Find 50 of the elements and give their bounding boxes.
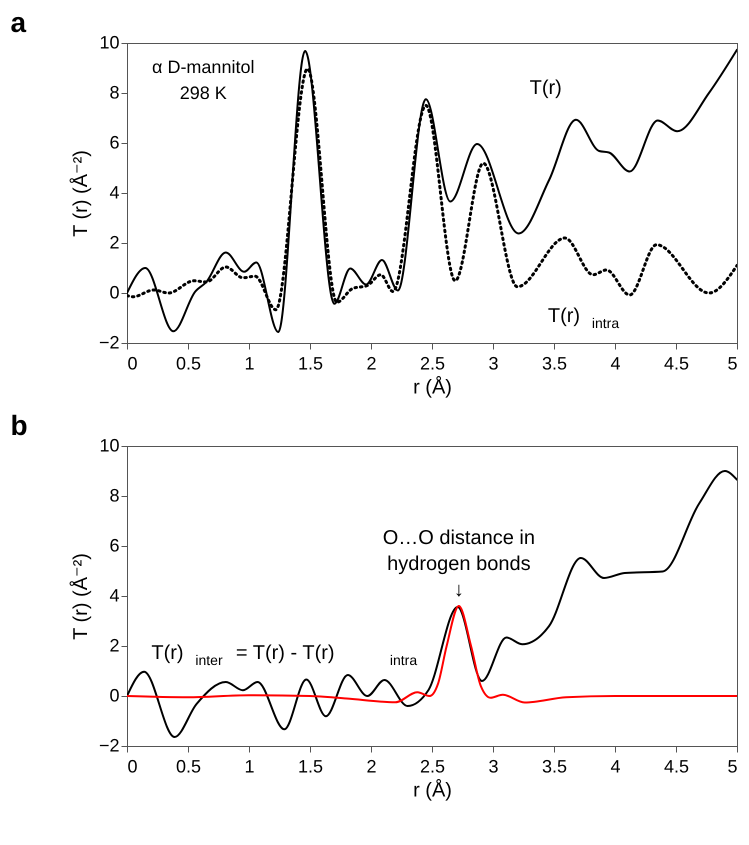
x-tick-label: 1: [244, 756, 255, 776]
series-label: T(r)intra: [548, 305, 620, 331]
y-tick-label: 4: [109, 586, 120, 606]
y-tick-label: 2: [109, 636, 120, 656]
x-axis-title: r (Å): [413, 376, 452, 398]
x-tick-label: 2.5: [420, 354, 446, 374]
y-tick-label: 8: [109, 82, 120, 102]
line-series: [127, 470, 737, 738]
text: T(r)inter = T(r) - T(r)intra: [151, 642, 418, 668]
y-tick-label: 6: [109, 132, 120, 152]
annotation: α D-mannitol: [152, 57, 254, 77]
x-tick-label: 1: [244, 354, 255, 374]
x-tick-label: 0.5: [176, 756, 202, 776]
annotation: O…O distance in hydrogen bonds ↓: [382, 527, 535, 601]
y-tick-label: 0: [109, 686, 120, 706]
x-tick-label: 4: [610, 354, 621, 374]
x-tick-label: 4.5: [664, 756, 690, 776]
x-tick-label: 5: [727, 354, 738, 374]
x-tick-label: 2.5: [420, 756, 446, 776]
line-series: [127, 605, 737, 704]
chart-title: a: [10, 7, 26, 38]
x-tick-label: 3: [488, 354, 499, 374]
y-tick-label: 4: [109, 182, 120, 202]
x-tick-label: 3.5: [542, 354, 568, 374]
x-tick-label: 0: [128, 354, 138, 374]
y-tick-label: 8: [109, 486, 120, 506]
y-tick-label: 10: [99, 436, 120, 456]
x-tick-label: 4.5: [664, 354, 690, 374]
chart-title: b: [10, 410, 28, 441]
y-axis-title: T (r) (Å⁻²): [68, 150, 92, 237]
y-tick-label: 0: [109, 282, 120, 302]
annotation: 298 K: [180, 83, 227, 103]
x-tick-label: 2: [366, 354, 377, 374]
y-tick-label: 10: [99, 32, 120, 52]
y-axis-title: T (r) (Å⁻²): [68, 553, 92, 640]
y-tick-label: −2: [98, 736, 120, 756]
x-tick-label: 4: [610, 756, 621, 776]
y-tick-label: 2: [109, 232, 120, 252]
y-tick-label: −2: [98, 332, 120, 352]
x-tick-label: 1.5: [298, 354, 324, 374]
x-tick-label: 3.5: [542, 756, 568, 776]
x-tick-label: 1.5: [298, 756, 324, 776]
x-tick-label: 3: [488, 756, 499, 776]
x-tick-label: 5: [727, 756, 738, 776]
x-tick-label: 0.5: [176, 354, 202, 374]
series-label: T(r): [530, 77, 562, 99]
y-tick-label: 6: [109, 536, 120, 556]
x-axis-title: r (Å): [413, 778, 452, 802]
x-tick-label: 2: [366, 756, 377, 776]
x-tick-label: 0: [128, 756, 138, 776]
